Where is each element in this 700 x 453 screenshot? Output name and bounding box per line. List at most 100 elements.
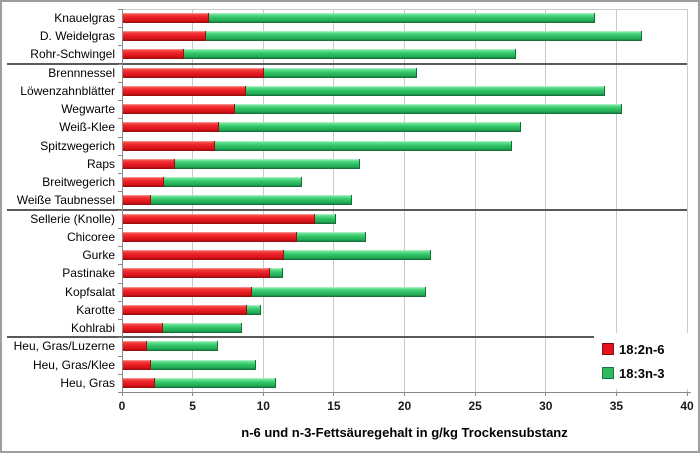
x-tick-label: 25 <box>468 399 482 413</box>
category-label: Gurke <box>82 248 115 263</box>
category-label: Heu, Gras <box>60 375 115 390</box>
bar-segment-18-2n-6 <box>123 268 270 279</box>
bar-segment-18-3n-3 <box>315 213 336 224</box>
bar-segment-18-2n-6 <box>123 323 163 334</box>
bar-segment-18-3n-3 <box>151 195 352 206</box>
gridline <box>474 9 476 392</box>
y-axis-tick <box>118 118 122 120</box>
x-axis-tick <box>545 392 547 396</box>
y-axis-tick <box>118 282 122 284</box>
category-label: Weiße Taubnessel <box>16 193 115 208</box>
y-axis-tick <box>118 63 122 65</box>
category-label: Chicoree <box>66 229 115 244</box>
y-axis-tick <box>118 355 122 357</box>
bar-segment-18-2n-6 <box>123 341 147 352</box>
x-axis-tick <box>333 392 335 396</box>
bar-segment-18-3n-3 <box>284 250 431 261</box>
x-tick-label: 0 <box>118 399 126 413</box>
y-axis-tick <box>118 209 122 211</box>
bar-segment-18-3n-3 <box>163 323 242 334</box>
bar-segment-18-2n-6 <box>123 359 151 370</box>
bar-segment-18-2n-6 <box>123 49 184 60</box>
y-axis-tick <box>118 300 122 302</box>
category-label: Breitwegerich <box>42 175 115 190</box>
gridline <box>615 9 617 392</box>
bar-segment-18-2n-6 <box>123 213 315 224</box>
bar-segment-18-2n-6 <box>123 122 219 133</box>
bar-segment-18-2n-6 <box>123 31 206 42</box>
gridline <box>686 9 688 392</box>
bar-segment-18-3n-3 <box>246 85 605 96</box>
bar-segment-18-3n-3 <box>209 13 595 23</box>
bar-segment-18-3n-3 <box>215 140 512 151</box>
bar-segment-18-2n-6 <box>123 104 235 115</box>
gridline <box>404 9 405 392</box>
x-axis-tick <box>686 392 688 396</box>
x-axis-tick <box>615 392 617 396</box>
x-tick-label: 30 <box>539 399 553 413</box>
bar-segment-18-3n-3 <box>252 286 426 297</box>
category-label: Karotte <box>76 302 115 317</box>
group-separator <box>7 208 687 211</box>
category-label: Rohr-Schwingel <box>30 47 115 62</box>
y-axis-tick <box>118 27 122 29</box>
legend-label-n3: 18:3n-3 <box>619 365 665 381</box>
x-axis-title: n-6 und n-3-Fettsäuregehalt in g/kg Troc… <box>241 425 568 440</box>
x-tick-label: 15 <box>327 399 341 413</box>
legend-label-n6: 18:2n-6 <box>619 341 665 357</box>
category-label: Brennnessel <box>48 65 115 80</box>
x-tick-label: 35 <box>609 399 624 413</box>
x-axis-tick <box>192 392 194 396</box>
y-axis-tick <box>118 154 122 156</box>
y-axis-tick <box>118 81 122 83</box>
category-label: Kopfsalat <box>64 284 115 299</box>
bar-segment-18-2n-6 <box>123 195 151 206</box>
bar-segment-18-2n-6 <box>123 250 284 261</box>
category-label: Raps <box>86 156 115 171</box>
bar-segment-18-3n-3 <box>155 377 276 388</box>
x-axis-tick <box>404 392 405 396</box>
y-axis-tick <box>118 392 122 393</box>
category-label: Löwenzahnblätter <box>20 83 115 98</box>
bar-segment-18-3n-3 <box>270 268 283 279</box>
bar-segment-18-2n-6 <box>123 304 247 315</box>
bar-segment-18-3n-3 <box>151 359 256 370</box>
bar-segment-18-3n-3 <box>247 304 261 315</box>
bar-segment-18-2n-6 <box>123 67 264 78</box>
y-axis-tick <box>118 319 122 321</box>
group-separator <box>7 62 687 65</box>
x-axis-tick <box>121 392 123 396</box>
x-tick-label: 5 <box>189 399 196 413</box>
category-label: Spitzwegerich <box>40 138 115 153</box>
bar-segment-18-3n-3 <box>297 231 366 242</box>
x-tick-label: 20 <box>397 399 412 413</box>
y-axis-tick <box>118 373 122 375</box>
bar-segment-18-2n-6 <box>123 85 246 96</box>
legend-item-n6: 18:2n-6 <box>602 342 694 357</box>
bar-segment-18-3n-3 <box>184 49 516 60</box>
category-label: Sellerie (Knolle) <box>30 211 115 226</box>
category-label: Heu, Gras/Luzerne <box>13 339 115 354</box>
y-axis-tick <box>118 246 122 248</box>
bar-segment-18-2n-6 <box>123 177 164 188</box>
bar-segment-18-2n-6 <box>123 377 155 388</box>
bar-segment-18-3n-3 <box>175 158 360 169</box>
legend-item-n3: 18:3n-3 <box>602 366 694 381</box>
legend: 18:2n-6 18:3n-3 <box>594 333 694 389</box>
bar-segment-18-3n-3 <box>147 341 218 352</box>
y-axis <box>122 9 123 393</box>
x-tick-label: 10 <box>256 399 270 413</box>
bar-segment-18-2n-6 <box>123 286 252 297</box>
y-axis-tick <box>118 136 122 138</box>
category-label: Heu, Gras/Klee <box>32 357 115 372</box>
bar-segment-18-2n-6 <box>123 158 175 169</box>
y-axis-tick <box>118 264 122 266</box>
x-axis-tick <box>262 392 264 396</box>
gridline <box>545 9 547 392</box>
category-label: Pastinake <box>62 266 115 281</box>
bar-segment-18-2n-6 <box>123 13 209 23</box>
x-axis-tick <box>474 392 476 396</box>
x-tick-label: 40 <box>680 399 694 413</box>
bar-segment-18-3n-3 <box>206 31 642 42</box>
category-label: D. Weidelgras <box>39 29 115 44</box>
